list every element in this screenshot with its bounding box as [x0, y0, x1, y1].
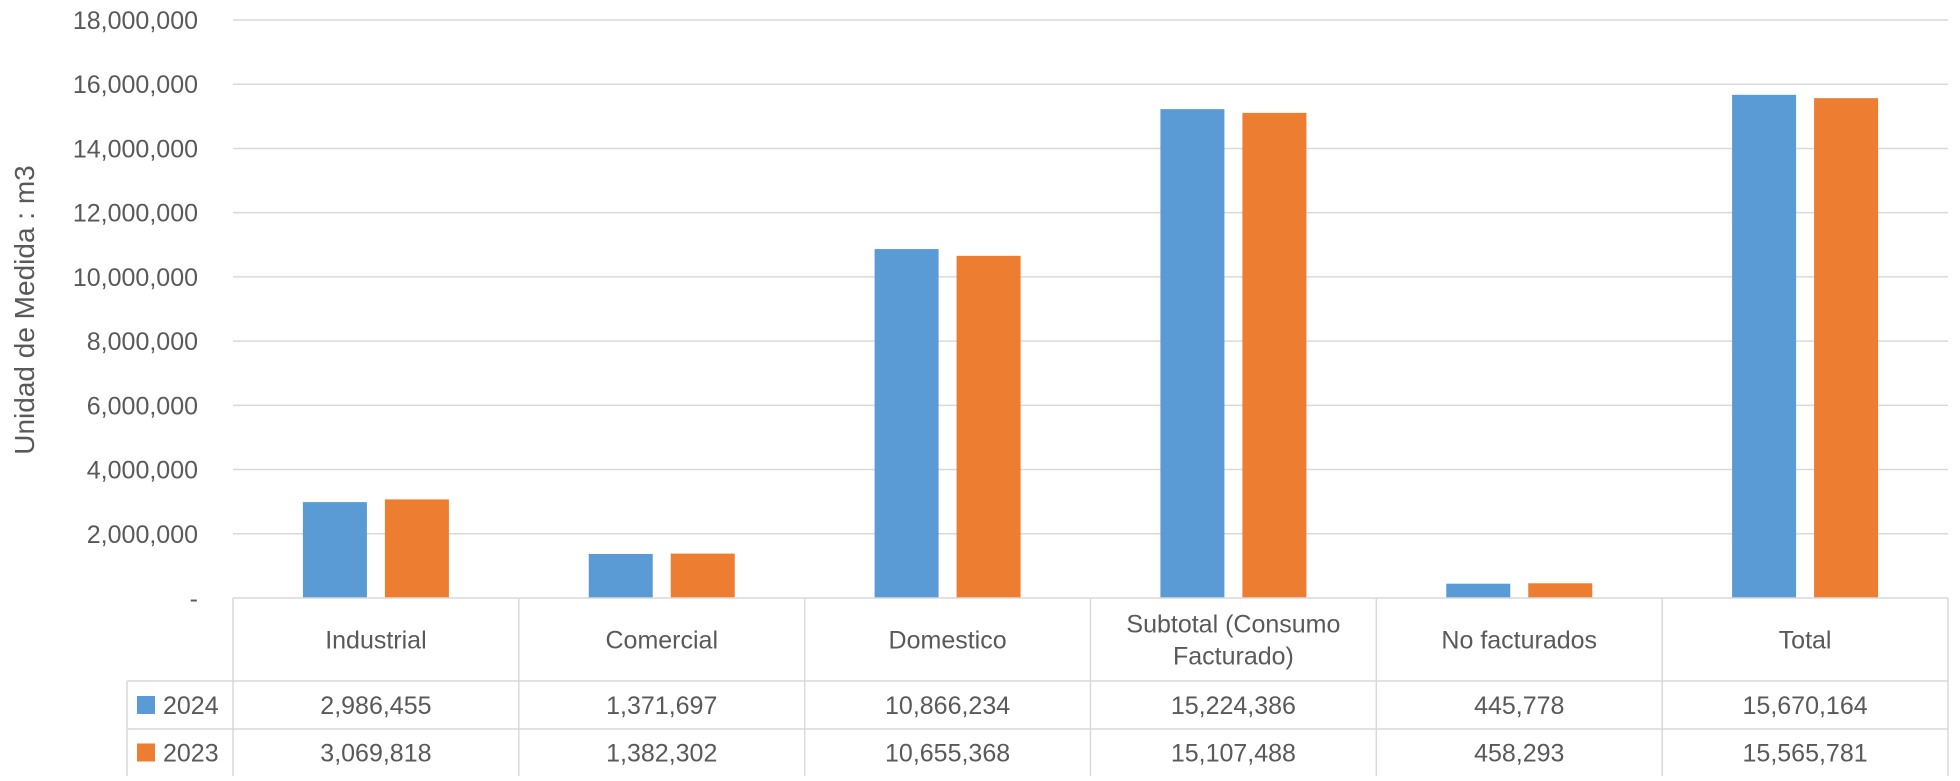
- y-tick-label: 6,000,000: [87, 392, 198, 420]
- bar-2024: [1446, 583, 1511, 598]
- data-label: 2,986,455: [320, 692, 431, 720]
- legend-key-2024: [137, 696, 155, 714]
- bar-2024: [1160, 109, 1225, 598]
- y-axis-label: Unidad de Medida : m3: [9, 165, 40, 455]
- category-label: Facturado): [1173, 643, 1294, 671]
- category-label: Subtotal (Consumo: [1126, 611, 1340, 639]
- bar-2023: [956, 255, 1021, 598]
- y-tick-label: 10,000,000: [73, 264, 198, 292]
- bars: [302, 94, 1879, 599]
- y-tick-label: 2,000,000: [87, 521, 198, 549]
- bar-2023: [384, 499, 449, 598]
- data-table: Industrial Comercial Domestico Subtotal (Co…: [126, 597, 1949, 776]
- bar-2024: [588, 553, 653, 598]
- bar-2024: [302, 502, 367, 598]
- bar-2023: [1528, 583, 1593, 598]
- data-label: 1,371,697: [606, 692, 717, 720]
- category-label: Domestico: [889, 627, 1007, 655]
- y-tick-label: 8,000,000: [87, 328, 198, 356]
- data-label: 15,107,488: [1171, 740, 1296, 768]
- data-label: 15,565,781: [1743, 740, 1868, 768]
- data-label: 15,224,386: [1171, 692, 1296, 720]
- y-tick-label: 16,000,000: [73, 71, 198, 99]
- gridlines: [233, 19, 1948, 535]
- category-label: Total: [1779, 627, 1832, 655]
- data-label: 10,655,368: [885, 740, 1010, 768]
- y-tick-label: 18,000,000: [73, 7, 198, 35]
- legend-label: 2023: [163, 740, 219, 768]
- data-label: 3,069,818: [320, 740, 431, 768]
- bar-2024: [1732, 94, 1797, 598]
- bar-2024: [874, 249, 939, 598]
- y-tick-label: -: [190, 585, 198, 613]
- legend-key-2023: [137, 743, 155, 762]
- bar-2023: [1242, 112, 1307, 598]
- y-tick-label: 12,000,000: [73, 200, 198, 228]
- data-label: 458,293: [1474, 740, 1564, 768]
- y-axis-ticks: - 2,000,000 4,000,000 6,000,000 8,000,000 10,…: [73, 7, 198, 613]
- category-label: Comercial: [605, 627, 718, 655]
- y-tick-label: 14,000,000: [73, 135, 198, 163]
- bar-2023: [1814, 98, 1879, 599]
- bar-2023: [670, 553, 735, 598]
- y-tick-label: 4,000,000: [87, 457, 198, 485]
- data-label: 445,778: [1474, 692, 1564, 720]
- category-label: Industrial: [325, 627, 426, 655]
- data-label: 1,382,302: [606, 740, 717, 768]
- legend-label: 2024: [163, 692, 219, 720]
- data-label: 10,866,234: [885, 692, 1010, 720]
- category-label: No facturados: [1441, 627, 1597, 655]
- data-label: 15,670,164: [1743, 692, 1868, 720]
